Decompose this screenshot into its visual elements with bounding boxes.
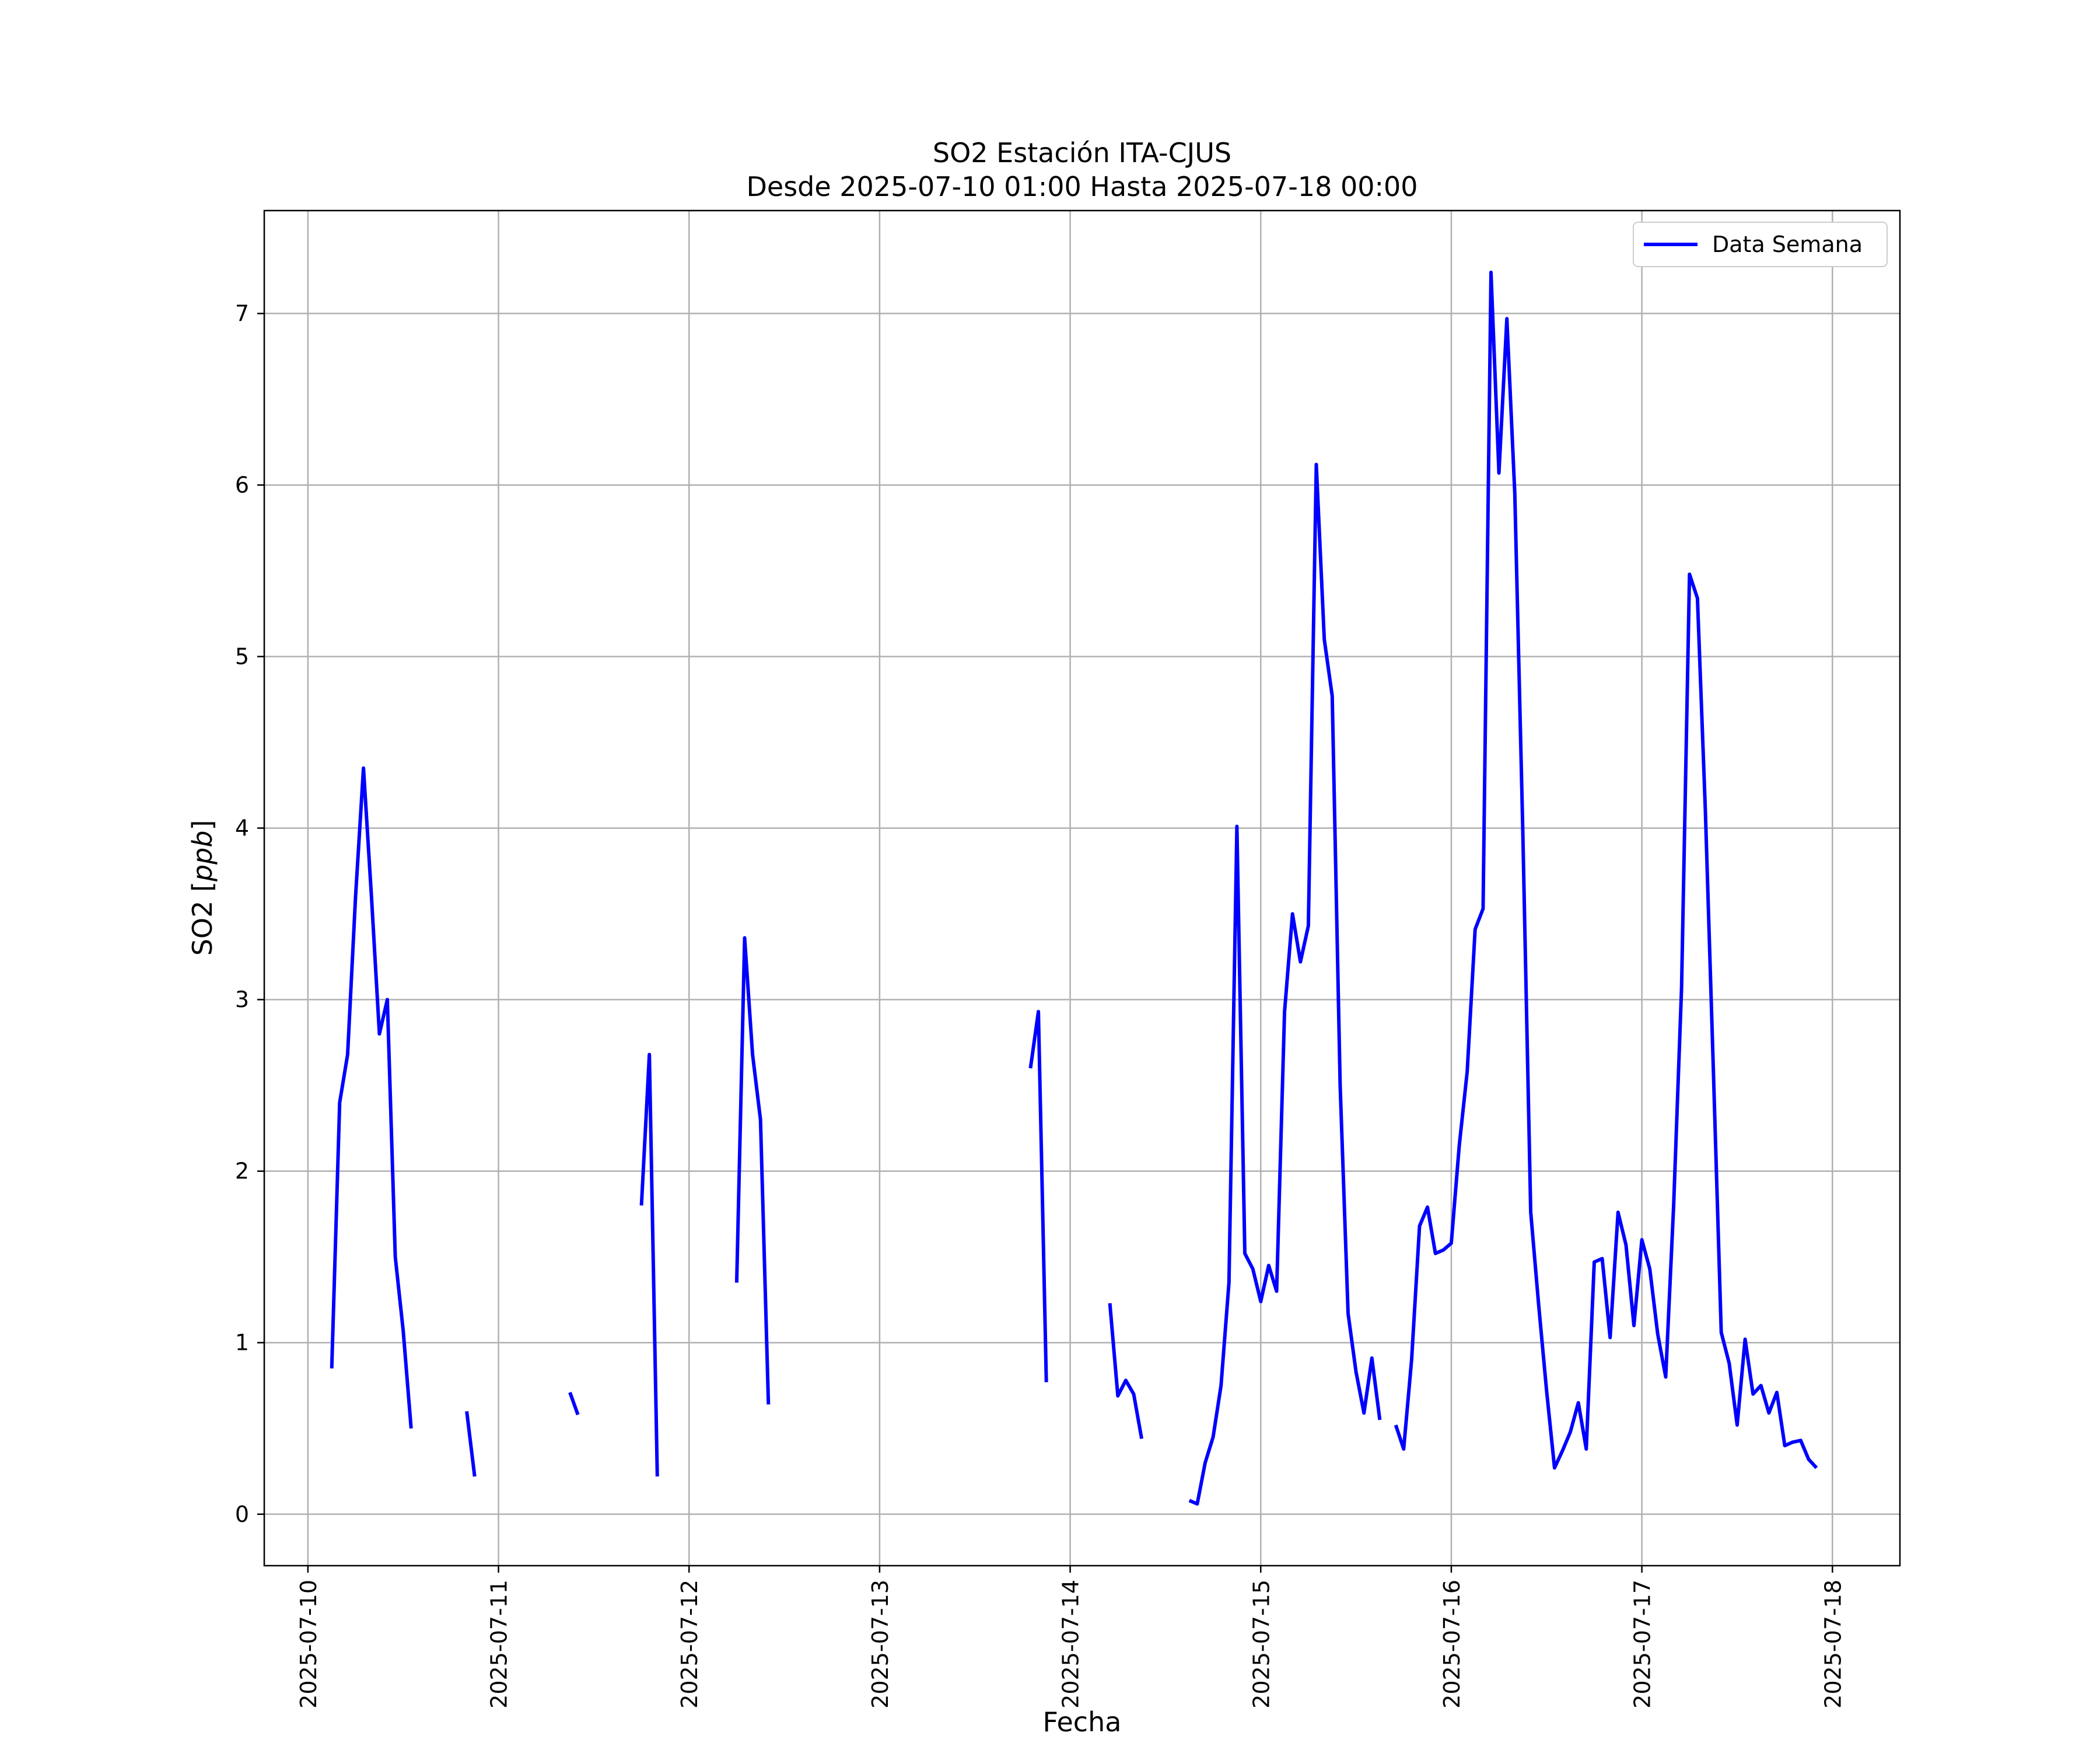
series-line-segment [1108, 1303, 1144, 1439]
legend-box [1633, 222, 1888, 267]
x-tick-label: 2025-07-13 [867, 1580, 893, 1709]
x-tick-label: 2025-07-14 [1058, 1580, 1084, 1709]
x-axis-label: Fecha [1043, 1706, 1122, 1738]
series-line-segment [465, 1411, 477, 1477]
series-line-segment [734, 936, 771, 1405]
series-line-segment [1188, 463, 1382, 1506]
x-tick-label: 2025-07-11 [487, 1580, 512, 1709]
y-tick-label: 4 [235, 816, 249, 841]
y-axis-label-close: ] [187, 820, 218, 831]
y-axis-ticks: 0 1 2 3 4 5 6 7 [235, 300, 264, 1527]
series-line-segment [568, 1391, 580, 1416]
legend: Data Semana [1633, 222, 1888, 267]
x-tick-label: 2025-07-15 [1248, 1580, 1274, 1709]
x-tick-label: 2025-07-16 [1439, 1580, 1465, 1709]
series-line-segment [639, 1052, 659, 1477]
plot-frame [263, 209, 1901, 1567]
series-line-segment [330, 766, 413, 1429]
series-line-segment [1394, 270, 1818, 1470]
y-tick-label: 2 [235, 1158, 249, 1184]
y-tick-label: 0 [235, 1502, 249, 1527]
x-tick-label: 2025-07-12 [677, 1580, 702, 1709]
legend-entry-data-semana: Data Semana [1712, 232, 1863, 257]
y-tick-label: 3 [235, 987, 249, 1013]
y-axis-label-unit: ppb [187, 831, 218, 883]
series-line-segment [1028, 1010, 1048, 1382]
y-tick-label: 1 [235, 1330, 249, 1356]
chart-subtitle: Desde 2025-07-10 01:00 Hasta 2025-07-18 … [746, 171, 1418, 202]
chart-title: SO2 Estación ITA-CJUS [933, 137, 1231, 169]
x-tick-label: 2025-07-10 [296, 1580, 321, 1709]
y-tick-label: 6 [235, 472, 249, 498]
grid-lines [264, 211, 1900, 1566]
y-axis-label-text: SO2 [ [187, 881, 218, 956]
x-tick-label: 2025-07-17 [1630, 1580, 1656, 1709]
series-lines [330, 270, 1818, 1506]
x-axis-ticks: 2025-07-10 2025-07-11 2025-07-12 2025-07-13… [296, 1566, 1846, 1709]
x-tick-label: 2025-07-18 [1820, 1580, 1846, 1709]
y-axis-label: SO2 [ppb] [187, 820, 218, 956]
y-tick-label: 5 [235, 644, 249, 670]
y-tick-label: 7 [235, 300, 249, 326]
